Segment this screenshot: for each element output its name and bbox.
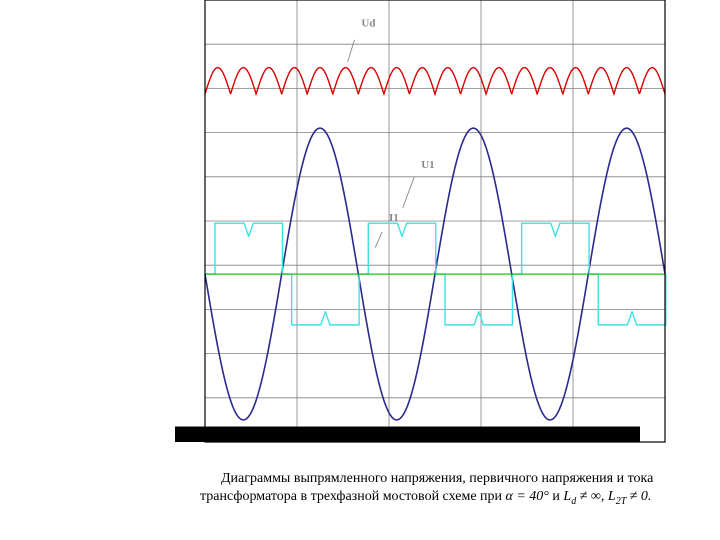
caption-l2t: L — [608, 489, 616, 504]
waveform-chart: Ud U1 I1 — [175, 0, 675, 460]
label-u1: U1 — [421, 159, 434, 171]
caption-neq-zero: ≠ 0. — [626, 489, 651, 504]
caption-neq-inf: ≠ ∞, — [576, 489, 608, 504]
label-ud: Ud — [361, 18, 375, 30]
figure-caption: Диаграммы выпрямленного напряжения, перв… — [200, 470, 690, 508]
caption-alpha: α = 40° — [506, 489, 549, 504]
caption-l2t-sub: 2T — [616, 495, 627, 506]
chart-svg: Ud U1 I1 — [175, 0, 675, 460]
bottom-bar — [175, 427, 640, 442]
caption-indent — [200, 471, 221, 486]
label-i1: I1 — [389, 212, 399, 224]
caption-and: и — [549, 489, 564, 504]
